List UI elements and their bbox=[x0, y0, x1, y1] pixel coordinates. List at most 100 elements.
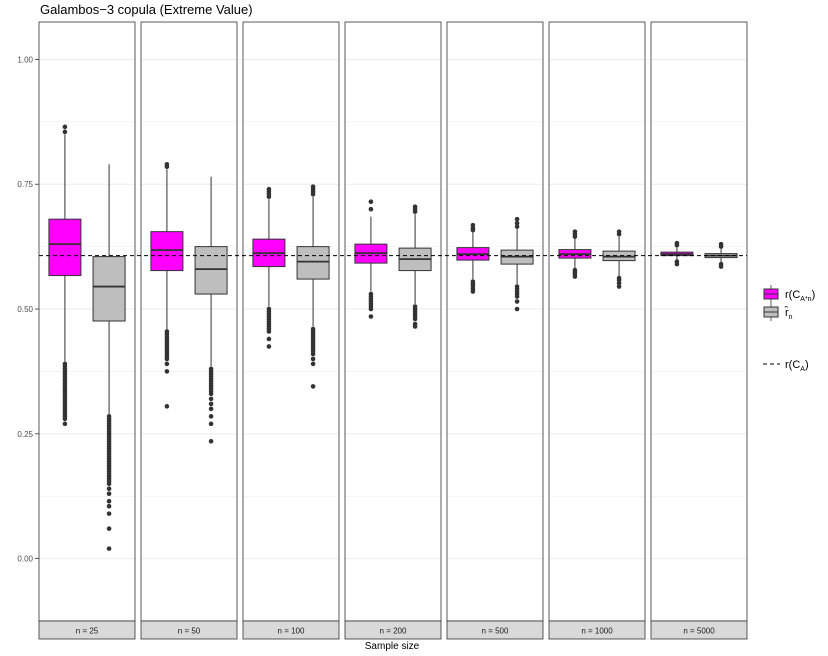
legend-label: r(CA*n) bbox=[785, 289, 815, 303]
box-group bbox=[354, 199, 388, 319]
outlier-point bbox=[514, 224, 520, 229]
outlier-point bbox=[412, 316, 418, 322]
outlier-point bbox=[164, 356, 170, 362]
outlier-point bbox=[208, 396, 214, 402]
box-group bbox=[296, 184, 330, 389]
strip-label: n = 5000 bbox=[683, 627, 715, 636]
facet-panel bbox=[650, 21, 748, 622]
legend-label: r(CA) bbox=[785, 359, 809, 373]
outlier-point bbox=[514, 299, 520, 304]
outlier-point bbox=[106, 498, 112, 504]
box-group bbox=[194, 176, 228, 444]
outlier-point bbox=[106, 511, 112, 516]
strip-background bbox=[38, 620, 136, 640]
panel-gridlines bbox=[447, 58, 543, 622]
box-group bbox=[48, 124, 82, 427]
strip-background bbox=[140, 620, 238, 640]
box-group bbox=[660, 240, 694, 267]
outlier-point bbox=[208, 421, 214, 427]
strip-label: n = 200 bbox=[380, 627, 407, 636]
box-group bbox=[500, 216, 534, 312]
outlier-point bbox=[718, 264, 724, 269]
outlier-point bbox=[514, 216, 520, 222]
facet-panel bbox=[344, 21, 442, 622]
strip-label: n = 50 bbox=[178, 627, 201, 636]
strip-background bbox=[650, 620, 748, 640]
box-group bbox=[558, 229, 592, 279]
outlier-point bbox=[208, 439, 214, 444]
strip-background bbox=[344, 620, 442, 640]
outlier-point bbox=[62, 421, 68, 427]
outlier-point bbox=[514, 294, 520, 299]
outlier-point bbox=[310, 351, 316, 357]
strip-label: n = 1000 bbox=[581, 627, 613, 636]
box-group bbox=[602, 229, 636, 289]
panel-background bbox=[243, 22, 339, 621]
strip-background bbox=[548, 620, 646, 640]
outlier-point bbox=[164, 369, 170, 374]
outlier-point bbox=[310, 356, 316, 362]
legend: r(CA*n) r̂n r(CA) bbox=[763, 285, 815, 373]
outlier-point bbox=[310, 191, 316, 197]
outlier-point bbox=[106, 491, 112, 497]
outlier-point bbox=[572, 274, 578, 279]
facet-strip: n = 200 bbox=[344, 620, 442, 640]
outlier-point bbox=[368, 306, 374, 312]
facet-panel bbox=[38, 21, 136, 622]
outlier-point bbox=[266, 344, 272, 349]
facet-strip: n = 100 bbox=[242, 620, 340, 640]
legend-item: r(CA) bbox=[763, 359, 809, 373]
facet-panel bbox=[548, 21, 646, 622]
outlier-point bbox=[208, 414, 214, 419]
outlier-point bbox=[412, 324, 418, 329]
box-group bbox=[252, 186, 286, 349]
outlier-point bbox=[208, 401, 214, 407]
legend-item: r(CA*n) bbox=[763, 285, 815, 303]
outlier-point bbox=[208, 391, 214, 397]
outlier-point bbox=[266, 336, 272, 342]
box-group bbox=[92, 164, 126, 551]
panel-background bbox=[651, 22, 747, 621]
outlier-point bbox=[616, 231, 622, 237]
outlier-point bbox=[208, 406, 214, 412]
outlier-point bbox=[106, 526, 112, 531]
y-tick-label: 0.75 bbox=[17, 180, 33, 189]
facet-panel bbox=[446, 21, 544, 622]
y-axis: 0.00 0.25 0.50 0.75 1.00 bbox=[17, 55, 39, 564]
panel-gridlines bbox=[549, 58, 645, 622]
outlier-point bbox=[62, 416, 68, 422]
outlier-point bbox=[514, 306, 520, 312]
outlier-point bbox=[368, 206, 374, 212]
box-iqr bbox=[194, 246, 228, 295]
outlier-point bbox=[106, 481, 112, 487]
outlier-point bbox=[412, 209, 418, 214]
outlier-point bbox=[572, 234, 578, 239]
outlier-point bbox=[106, 546, 112, 551]
outlier-point bbox=[674, 242, 680, 248]
x-axis-title: Sample size bbox=[365, 641, 420, 652]
outlier-point bbox=[310, 361, 316, 367]
y-tick-label: 0.50 bbox=[17, 305, 33, 314]
outlier-point bbox=[62, 124, 68, 130]
box-group bbox=[150, 161, 184, 409]
strip-background bbox=[242, 620, 340, 640]
panel-background bbox=[447, 22, 543, 621]
outlier-point bbox=[62, 129, 68, 135]
facet-strip: n = 500 bbox=[446, 620, 544, 640]
strip-label: n = 100 bbox=[278, 627, 305, 636]
outlier-point bbox=[106, 486, 112, 492]
outlier-point bbox=[310, 384, 316, 389]
box-group bbox=[456, 222, 490, 294]
outlier-point bbox=[514, 220, 520, 226]
facet-strip: n = 5000 bbox=[650, 620, 748, 640]
outlier-point bbox=[266, 329, 272, 334]
outlier-point bbox=[368, 314, 374, 319]
outlier-point bbox=[164, 404, 170, 409]
y-tick-label: 0.00 bbox=[17, 555, 33, 564]
box-group bbox=[398, 204, 432, 329]
y-tick-label: 1.00 bbox=[17, 55, 33, 64]
box-iqr bbox=[48, 218, 82, 277]
box-iqr bbox=[150, 231, 184, 272]
outlier-point bbox=[470, 289, 476, 294]
